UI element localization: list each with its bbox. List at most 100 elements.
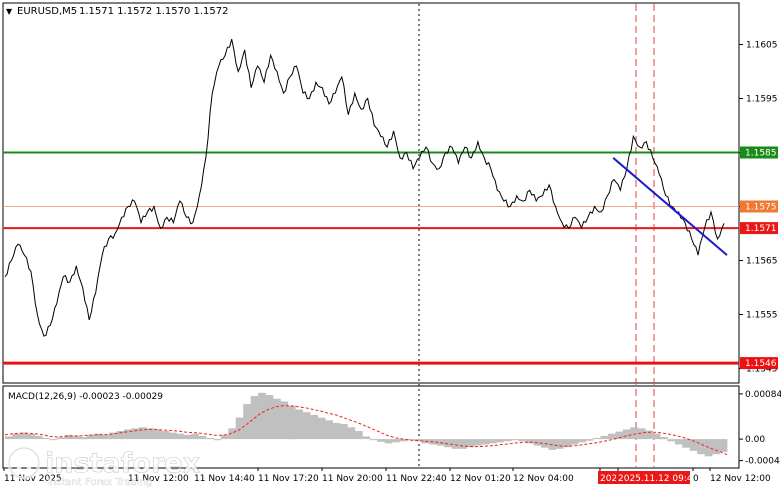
level-price-label: 1.1546 bbox=[745, 359, 777, 369]
macd-bar bbox=[704, 439, 713, 457]
macd-bar bbox=[287, 405, 296, 440]
macd-bar bbox=[399, 439, 408, 442]
macd-bar bbox=[109, 432, 117, 440]
macd-bar bbox=[310, 414, 318, 440]
time-label: 202 bbox=[600, 474, 617, 484]
macd-bar bbox=[332, 423, 341, 440]
macd-bar bbox=[258, 392, 266, 440]
price-tick-label: 1.1555 bbox=[746, 311, 778, 321]
macd-bar bbox=[339, 424, 348, 440]
time-label-highlight: 2025.11.12 09:45 bbox=[618, 474, 698, 484]
time-label: 11 Nov 17:20 bbox=[258, 474, 319, 484]
macd-bar bbox=[689, 439, 698, 451]
macd-bar bbox=[168, 432, 177, 440]
symbol-label: EURUSD,M5 bbox=[17, 6, 77, 17]
macd-bar bbox=[64, 434, 73, 440]
price-tick-label: 1.1545 bbox=[746, 365, 778, 375]
macd-bar bbox=[526, 439, 534, 444]
trend-line[interactable] bbox=[612, 157, 728, 256]
macd-bar bbox=[496, 439, 505, 443]
macd-bar bbox=[563, 439, 571, 448]
macd-bar bbox=[49, 439, 58, 441]
macd-bar bbox=[72, 435, 80, 440]
macd-bar bbox=[42, 438, 50, 440]
level-label-bg bbox=[740, 200, 778, 213]
macd-bar bbox=[146, 428, 155, 440]
macd-bar bbox=[354, 431, 363, 440]
price-line bbox=[4, 38, 725, 337]
macd-bar bbox=[585, 439, 594, 441]
collapse-arrow-icon[interactable]: ▼ bbox=[6, 7, 13, 16]
macd-bar bbox=[362, 436, 371, 440]
price-tick-label: 1.1605 bbox=[746, 41, 778, 51]
macd-bar bbox=[153, 429, 162, 440]
macd-tick-label: 0.00084 bbox=[745, 390, 781, 400]
macd-bar bbox=[637, 428, 646, 440]
macd-bar bbox=[5, 436, 13, 440]
macd-bar bbox=[220, 434, 229, 440]
macd-bar bbox=[347, 427, 356, 440]
horizontal-levels bbox=[3, 151, 739, 365]
macd-bar bbox=[518, 439, 527, 442]
macd-bar bbox=[607, 433, 616, 440]
macd-bar bbox=[27, 433, 36, 440]
macd-bar bbox=[719, 439, 728, 452]
time-label: 12 Nov 12:00 bbox=[710, 474, 771, 484]
macd-bar bbox=[57, 437, 65, 440]
macd-bar bbox=[377, 439, 385, 442]
macd-bar bbox=[243, 404, 251, 440]
macd-bar bbox=[265, 395, 274, 440]
time-label: 11 Nov 14:40 bbox=[194, 474, 255, 484]
macd-label: MACD(12,26,9) -0.00023 -0.00029 bbox=[8, 392, 163, 402]
macd-bar bbox=[392, 439, 400, 443]
macd-bar bbox=[206, 438, 214, 440]
macd-bar bbox=[176, 433, 184, 440]
macd-tick-label: -0.0004 bbox=[745, 457, 780, 467]
macd-bar bbox=[79, 437, 88, 440]
macd-bar bbox=[235, 417, 244, 440]
macd-bar bbox=[682, 439, 691, 448]
macd-bar bbox=[600, 435, 609, 440]
macd-bar bbox=[570, 439, 579, 445]
price-tick-label: 1.1595 bbox=[746, 95, 778, 105]
macd-bar bbox=[124, 429, 132, 440]
macd-bar bbox=[161, 431, 170, 440]
macd-bar bbox=[667, 439, 676, 442]
macd-bar bbox=[131, 428, 140, 440]
macd-bar bbox=[488, 439, 497, 444]
macd-bar bbox=[228, 428, 237, 440]
macd-bar bbox=[555, 439, 564, 449]
macd-bar bbox=[94, 433, 103, 440]
macd-bar bbox=[451, 439, 460, 449]
macd-bar bbox=[317, 417, 326, 440]
macd-bar bbox=[139, 427, 147, 440]
level-price-label: 1.1575 bbox=[745, 203, 777, 213]
macd-bar bbox=[578, 439, 586, 443]
price-pane[interactable] bbox=[2, 2, 740, 384]
macd-bar bbox=[697, 439, 705, 455]
macd-tick-label: 0.00 bbox=[745, 435, 765, 445]
ohlc-values: 1.1571 1.1572 1.1570 1.1572 bbox=[79, 6, 229, 17]
macd-axis: 0.00084 0.00 -0.0004 bbox=[739, 390, 781, 467]
macd-bar bbox=[19, 432, 28, 440]
macd-bar bbox=[295, 409, 304, 440]
time-label: 12 Nov 01:20 bbox=[450, 474, 511, 484]
macd-bar bbox=[183, 434, 192, 440]
macd-bar bbox=[503, 439, 512, 442]
macd-bar bbox=[302, 412, 311, 440]
macd-bar bbox=[630, 427, 638, 440]
macd-bar bbox=[280, 401, 289, 440]
macd-bar bbox=[12, 433, 21, 440]
macd-bar bbox=[86, 434, 95, 440]
macd-pane[interactable] bbox=[2, 385, 740, 469]
macd-bar bbox=[384, 439, 393, 444]
macd-bar bbox=[191, 433, 199, 440]
macd-bar bbox=[459, 439, 467, 449]
macd-bar bbox=[473, 439, 482, 446]
macd-bar bbox=[674, 439, 683, 445]
macd-bar bbox=[101, 434, 110, 440]
macd-signal-line bbox=[4, 405, 728, 456]
level-label-bg bbox=[740, 222, 778, 235]
price-tick-label: 1.1565 bbox=[746, 257, 778, 267]
